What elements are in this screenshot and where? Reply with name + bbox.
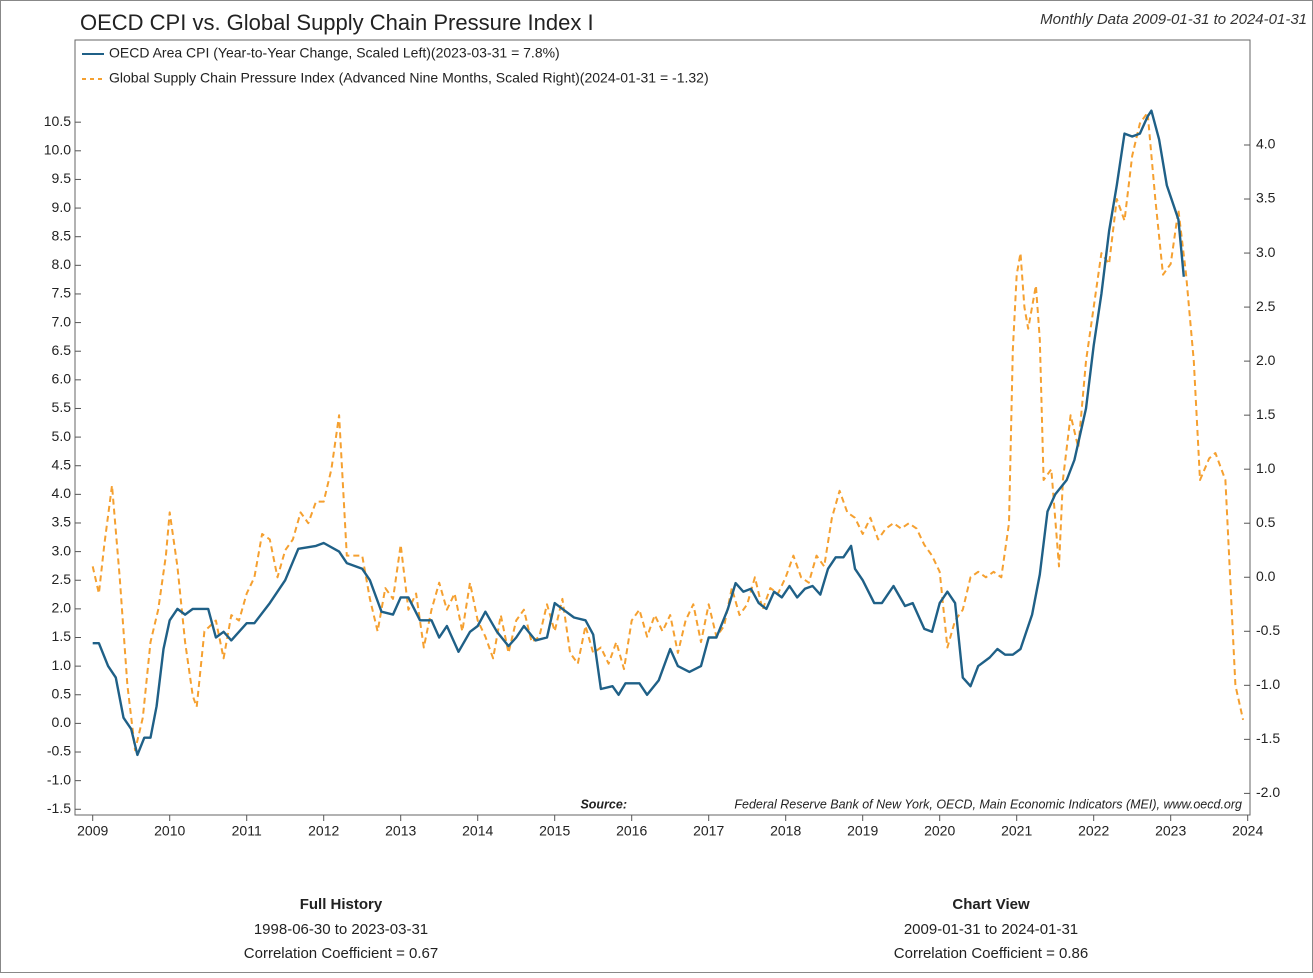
y-tick-label: 10.0 [44, 142, 71, 158]
series-line [91, 111, 1245, 752]
stat-correlation: Correlation Coefficient = 0.67 [244, 945, 438, 962]
legend-label: OECD Area CPI (Year-to-Year Change, Scal… [109, 45, 560, 61]
y-tick-label: -1.5 [47, 800, 71, 816]
y-tick-label: 10.5 [44, 113, 71, 129]
source-text: Federal Reserve Bank of New York, OECD, … [734, 797, 1242, 811]
x-tick-label: 2009 [77, 823, 108, 839]
y2-tick-label: 1.5 [1256, 406, 1276, 422]
x-tick-label: 2021 [1001, 823, 1032, 839]
y-tick-label: 1.0 [52, 657, 72, 673]
y-tick-label: 6.5 [52, 342, 72, 358]
y-tick-label: 8.0 [52, 256, 72, 272]
stat-title: Chart View [952, 896, 1030, 913]
legend-label: Global Supply Chain Pressure Index (Adva… [109, 70, 709, 86]
x-tick-label: 2016 [616, 823, 647, 839]
x-tick-label: 2023 [1155, 823, 1186, 839]
series-line [92, 109, 1185, 757]
y-tick-label: 9.0 [52, 199, 72, 215]
y-tick-label: 8.5 [52, 227, 72, 243]
y-tick-label: -0.5 [47, 743, 71, 759]
x-tick-label: 2010 [154, 823, 185, 839]
x-tick-label: 2013 [385, 823, 416, 839]
y-tick-label: 4.5 [52, 456, 72, 472]
stat-range: 1998-06-30 to 2023-03-31 [254, 921, 428, 938]
y-tick-label: 5.5 [52, 399, 72, 415]
plot-frame [74, 39, 1251, 816]
y-tick-label: 5.0 [52, 428, 72, 444]
chart-subtitle: Monthly Data 2009-01-31 to 2024-01-31 [1040, 11, 1307, 28]
y-tick-label: 1.5 [52, 628, 72, 644]
x-tick-label: 2014 [462, 823, 493, 839]
y-tick-label: 2.5 [52, 571, 72, 587]
stats: Full History 1998-06-30 to 2023-03-31 Corr… [244, 896, 1088, 962]
y2-tick-label: 3.5 [1256, 190, 1276, 206]
stat-title: Full History [300, 896, 383, 913]
source-label: Source: [580, 797, 627, 811]
x-tick-label: 2020 [924, 823, 955, 839]
y2-tick-label: -1.5 [1256, 730, 1280, 746]
stat-correlation: Correlation Coefficient = 0.86 [894, 945, 1088, 962]
y2-tick-label: 1.0 [1256, 460, 1276, 476]
stat-range: 2009-01-31 to 2024-01-31 [904, 921, 1078, 938]
y2-tick-label: 0.0 [1256, 568, 1276, 584]
y-tick-label: 3.5 [52, 514, 72, 530]
x-tick-label: 2017 [693, 823, 724, 839]
y2-tick-label: -1.0 [1256, 676, 1280, 692]
chart-title: OECD CPI vs. Global Supply Chain Pressur… [80, 10, 594, 35]
x-tick-label: 2024 [1232, 823, 1263, 839]
y2-tick-label: 2.5 [1256, 298, 1276, 314]
y-tick-label: 0.0 [52, 714, 72, 730]
y-tick-label: 0.5 [52, 685, 72, 701]
y-tick-label: 2.0 [52, 600, 72, 616]
x-tick-label: 2015 [539, 823, 570, 839]
y-tick-label: -1.0 [47, 771, 71, 787]
y-tick-label: 6.0 [52, 371, 72, 387]
y-tick-label: 9.5 [52, 170, 72, 186]
x-tick-label: 2018 [770, 823, 801, 839]
y2-tick-label: 0.5 [1256, 514, 1276, 530]
x-tick-label: 2022 [1078, 823, 1109, 839]
y-tick-label: 7.5 [52, 285, 72, 301]
y2-tick-label: 3.0 [1256, 244, 1276, 260]
y2-tick-label: 2.0 [1256, 352, 1276, 368]
x-tick-label: 2011 [232, 823, 262, 839]
x-tick-label: 2019 [847, 823, 878, 839]
y-tick-label: 7.0 [52, 313, 72, 329]
x-tick-label: 2012 [308, 823, 339, 839]
y2-tick-label: 4.0 [1256, 136, 1276, 152]
y-tick-label: 4.0 [52, 485, 72, 501]
y2-tick-label: -0.5 [1256, 622, 1280, 638]
y-tick-label: 3.0 [52, 542, 72, 558]
y2-tick-label: -2.0 [1256, 784, 1280, 800]
